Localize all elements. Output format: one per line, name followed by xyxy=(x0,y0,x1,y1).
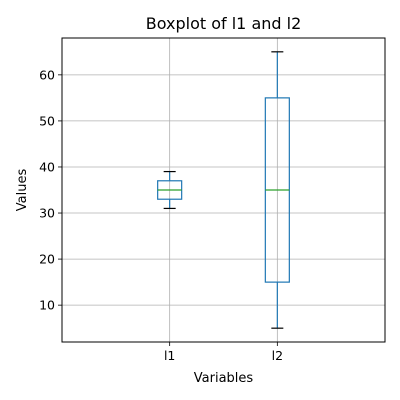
y-tick-label: 50 xyxy=(39,113,55,128)
box-l2 xyxy=(264,51,290,329)
x-tick-label: l2 xyxy=(272,348,283,363)
box-series xyxy=(157,51,290,329)
x-axis-label: Variables xyxy=(194,371,254,386)
y-axis-label: Values xyxy=(15,169,30,212)
x-tick-label: l1 xyxy=(164,348,175,363)
y-tick-label: 10 xyxy=(39,298,55,313)
y-tick-label: 40 xyxy=(39,159,55,174)
plot-frame xyxy=(61,37,386,343)
box-l1 xyxy=(157,170,183,210)
y-tick-label: 30 xyxy=(39,206,55,221)
chart-title: Boxplot of l1 and l2 xyxy=(146,14,302,33)
grid-lines xyxy=(62,38,385,342)
y-tick-label: 60 xyxy=(39,67,55,82)
y-tick-label: 20 xyxy=(39,252,55,267)
axis-ticks: 10 20 30 40 50 60 l1 l2 xyxy=(39,67,283,363)
